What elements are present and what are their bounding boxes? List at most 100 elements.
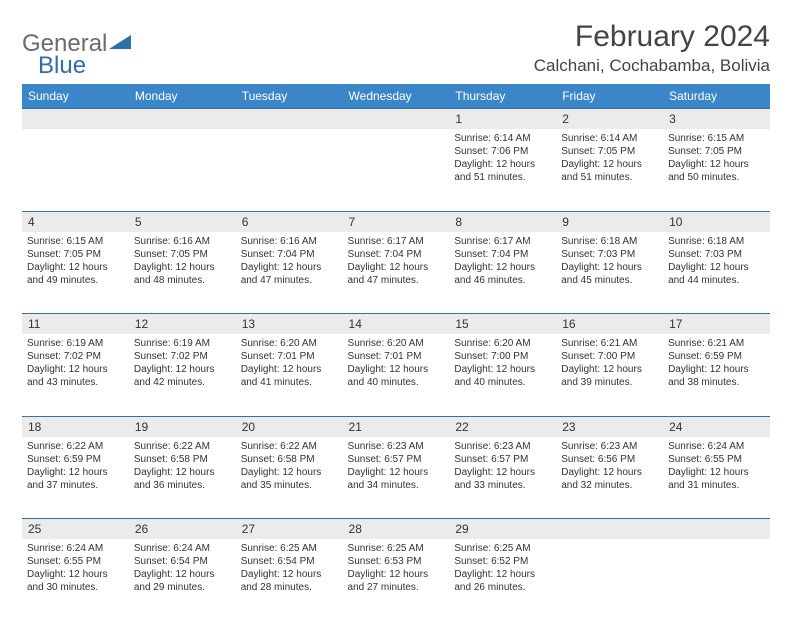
sunset-text: Sunset: 6:56 PM	[561, 453, 658, 466]
empty-cell	[129, 129, 236, 211]
sunset-text: Sunset: 7:01 PM	[348, 350, 445, 363]
daylight-text: Daylight: 12 hours and 46 minutes.	[454, 261, 551, 287]
daylight-text: Daylight: 12 hours and 47 minutes.	[348, 261, 445, 287]
sunrise-text: Sunrise: 6:22 AM	[241, 440, 338, 453]
day-number: 1	[449, 109, 556, 130]
day-header-row: SundayMondayTuesdayWednesdayThursdayFrid…	[22, 84, 770, 109]
logo-text-blue: Blue	[38, 52, 86, 80]
daylight-text: Daylight: 12 hours and 42 minutes.	[134, 363, 231, 389]
logo-triangle-icon	[109, 33, 131, 56]
sunset-text: Sunset: 6:54 PM	[241, 555, 338, 568]
daylight-text: Daylight: 12 hours and 40 minutes.	[454, 363, 551, 389]
day-header: Friday	[556, 84, 663, 109]
sunset-text: Sunset: 6:55 PM	[27, 555, 124, 568]
daylight-text: Daylight: 12 hours and 40 minutes.	[348, 363, 445, 389]
sunrise-text: Sunrise: 6:17 AM	[348, 235, 445, 248]
sunset-text: Sunset: 6:53 PM	[348, 555, 445, 568]
sunset-text: Sunset: 7:00 PM	[561, 350, 658, 363]
sunset-text: Sunset: 6:55 PM	[668, 453, 765, 466]
sunrise-text: Sunrise: 6:23 AM	[561, 440, 658, 453]
sunset-text: Sunset: 7:06 PM	[454, 145, 551, 158]
day-number: 15	[449, 314, 556, 335]
daylight-text: Daylight: 12 hours and 30 minutes.	[27, 568, 124, 594]
daynum-row: 45678910	[22, 211, 770, 232]
day-cell: Sunrise: 6:20 AMSunset: 7:00 PMDaylight:…	[449, 334, 556, 416]
daylight-text: Daylight: 12 hours and 38 minutes.	[668, 363, 765, 389]
day-cell: Sunrise: 6:20 AMSunset: 7:01 PMDaylight:…	[236, 334, 343, 416]
daylight-text: Daylight: 12 hours and 51 minutes.	[561, 158, 658, 184]
day-cell: Sunrise: 6:18 AMSunset: 7:03 PMDaylight:…	[556, 232, 663, 314]
day-number: 7	[343, 211, 450, 232]
day-number: 27	[236, 519, 343, 540]
sunrise-text: Sunrise: 6:25 AM	[348, 542, 445, 555]
day-header: Thursday	[449, 84, 556, 109]
day-header: Saturday	[663, 84, 770, 109]
day-number: 8	[449, 211, 556, 232]
day-number: 22	[449, 416, 556, 437]
sunrise-text: Sunrise: 6:18 AM	[668, 235, 765, 248]
sunrise-text: Sunrise: 6:21 AM	[668, 337, 765, 350]
sunrise-text: Sunrise: 6:22 AM	[134, 440, 231, 453]
sunrise-text: Sunrise: 6:25 AM	[241, 542, 338, 555]
day-header: Sunday	[22, 84, 129, 109]
day-header: Tuesday	[236, 84, 343, 109]
sunrise-text: Sunrise: 6:23 AM	[454, 440, 551, 453]
day-number: 18	[22, 416, 129, 437]
day-number: 28	[343, 519, 450, 540]
day-cell: Sunrise: 6:24 AMSunset: 6:54 PMDaylight:…	[129, 539, 236, 621]
sunset-text: Sunset: 7:04 PM	[241, 248, 338, 261]
day-number: 26	[129, 519, 236, 540]
daylight-text: Daylight: 12 hours and 41 minutes.	[241, 363, 338, 389]
week-row: Sunrise: 6:14 AMSunset: 7:06 PM Daylight:…	[22, 129, 770, 211]
day-number: 4	[22, 211, 129, 232]
day-cell: Sunrise: 6:14 AMSunset: 7:06 PMDaylight:…	[449, 129, 556, 211]
empty-daynum	[236, 109, 343, 130]
day-cell: Sunrise: 6:21 AMSunset: 7:00 PMDaylight:…	[556, 334, 663, 416]
day-number: 11	[22, 314, 129, 335]
day-number: 21	[343, 416, 450, 437]
day-number: 3	[663, 109, 770, 130]
day-number: 25	[22, 519, 129, 540]
sunset-text: Sunset: 6:52 PM	[454, 555, 551, 568]
day-number: 13	[236, 314, 343, 335]
daylight-text: Daylight: 12 hours and 32 minutes.	[561, 466, 658, 492]
day-number: 10	[663, 211, 770, 232]
week-row: Sunrise: 6:19 AMSunset: 7:02 PMDaylight:…	[22, 334, 770, 416]
empty-daynum	[663, 519, 770, 540]
sunrise-text: Sunrise: 6:20 AM	[348, 337, 445, 350]
sunset-text: Sunset: 6:58 PM	[241, 453, 338, 466]
location-text: Calchani, Cochabamba, Bolivia	[534, 56, 770, 76]
empty-cell	[236, 129, 343, 211]
sunrise-text: Sunrise: 6:20 AM	[241, 337, 338, 350]
day-number: 29	[449, 519, 556, 540]
day-cell: Sunrise: 6:17 AMSunset: 7:04 PMDaylight:…	[343, 232, 450, 314]
sunrise-text: Sunrise: 6:14 AM	[454, 132, 551, 145]
day-cell: Sunrise: 6:20 AMSunset: 7:01 PMDaylight:…	[343, 334, 450, 416]
sunset-text: Sunset: 7:02 PM	[134, 350, 231, 363]
daylight-text: Daylight: 12 hours and 50 minutes.	[668, 158, 765, 184]
sunset-text: Sunset: 7:05 PM	[27, 248, 124, 261]
empty-cell	[556, 539, 663, 621]
daylight-text: Daylight: 12 hours and 39 minutes.	[561, 363, 658, 389]
page: General February 2024 Calchani, Cochabam…	[0, 0, 792, 641]
header: General February 2024 Calchani, Cochabam…	[22, 20, 770, 76]
day-cell: Sunrise: 6:19 AMSunset: 7:02 PMDaylight:…	[22, 334, 129, 416]
sunset-text: Sunset: 6:59 PM	[27, 453, 124, 466]
day-header: Wednesday	[343, 84, 450, 109]
day-cell: Sunrise: 6:22 AMSunset: 6:59 PMDaylight:…	[22, 437, 129, 519]
daylight-text: Daylight: 12 hours and 34 minutes.	[348, 466, 445, 492]
daylight-text: Daylight: 12 hours and 29 minutes.	[134, 568, 231, 594]
sunrise-text: Sunrise: 6:22 AM	[27, 440, 124, 453]
empty-daynum	[22, 109, 129, 130]
day-number: 19	[129, 416, 236, 437]
day-cell: Sunrise: 6:22 AMSunset: 6:58 PMDaylight:…	[129, 437, 236, 519]
daylight-text: Daylight: 12 hours and 28 minutes.	[241, 568, 338, 594]
sunrise-text: Sunrise: 6:16 AM	[241, 235, 338, 248]
day-number: 2	[556, 109, 663, 130]
daynum-row: 2526272829	[22, 519, 770, 540]
empty-cell	[343, 129, 450, 211]
sunrise-text: Sunrise: 6:24 AM	[668, 440, 765, 453]
sunset-text: Sunset: 7:05 PM	[134, 248, 231, 261]
day-cell: Sunrise: 6:24 AMSunset: 6:55 PMDaylight:…	[22, 539, 129, 621]
sunrise-text: Sunrise: 6:15 AM	[668, 132, 765, 145]
